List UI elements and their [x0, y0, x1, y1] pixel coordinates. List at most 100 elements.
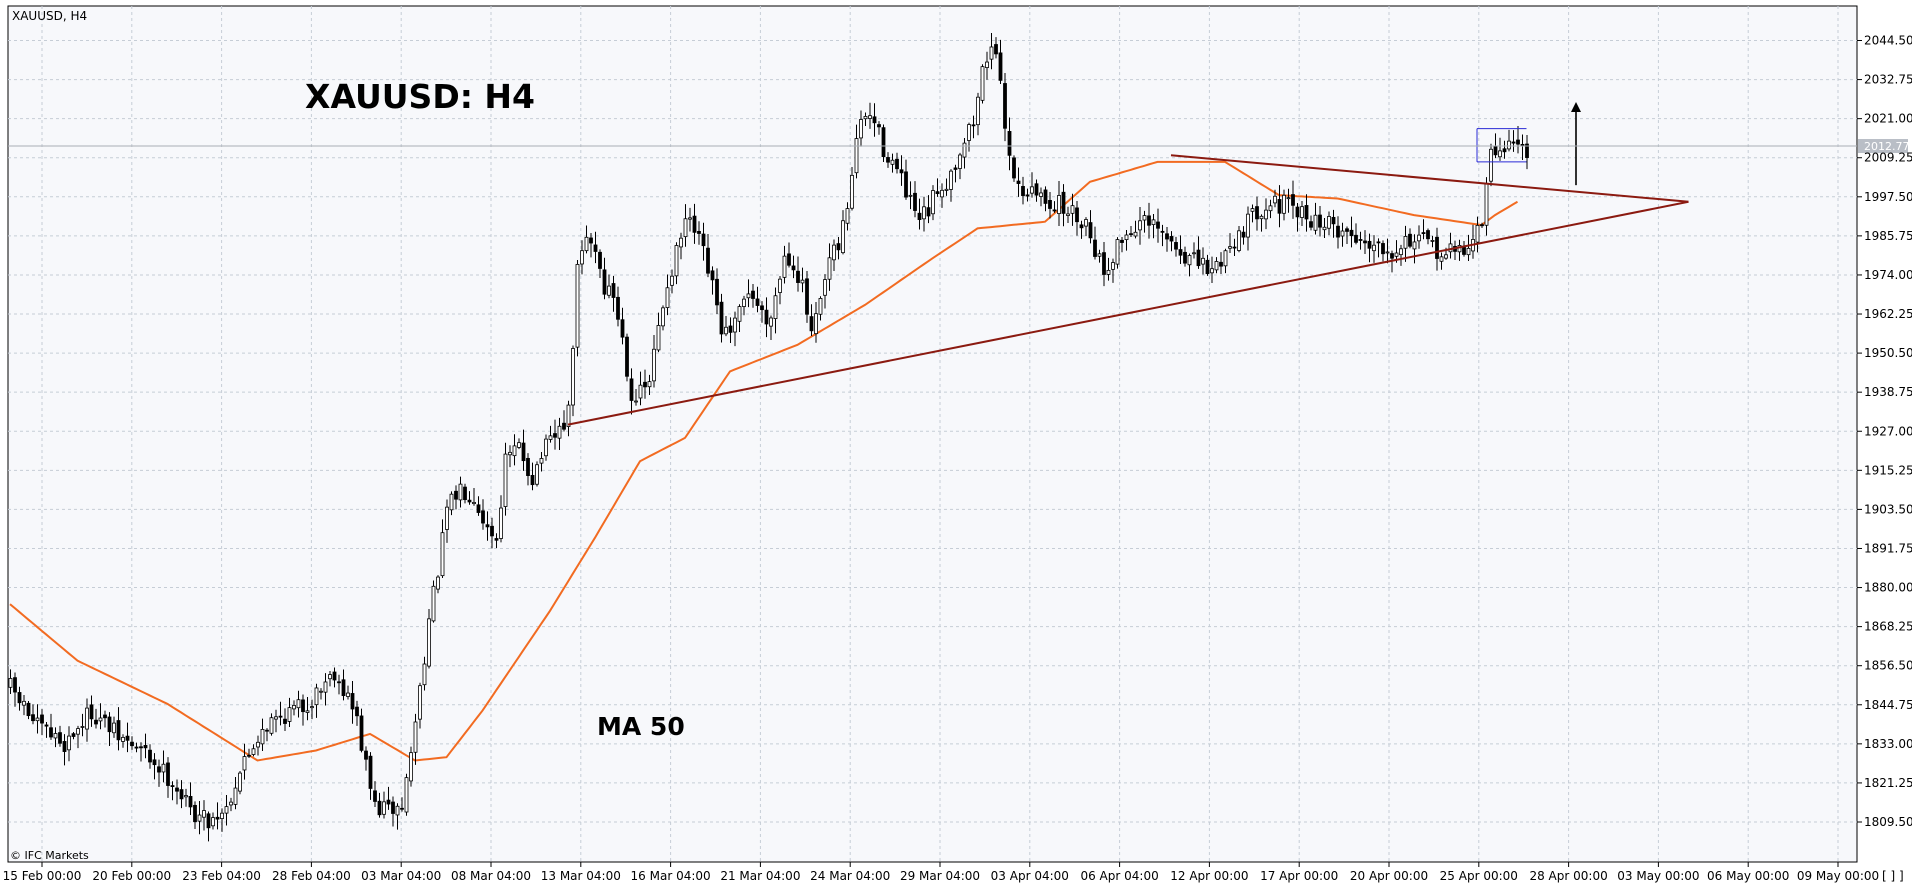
candle	[350, 680, 355, 724]
ma-label: MA 50	[597, 712, 685, 741]
candle	[440, 519, 445, 579]
candle-body	[593, 244, 598, 252]
candle-body	[683, 218, 688, 238]
candle-body	[503, 453, 508, 507]
candle-body	[953, 167, 958, 170]
candle-body	[359, 715, 364, 751]
candle	[386, 786, 391, 810]
candle-body	[328, 674, 332, 680]
candle-body	[854, 138, 859, 174]
candle-body	[1462, 246, 1466, 255]
candle-body	[166, 762, 170, 786]
candle	[206, 811, 211, 842]
candle-body	[935, 191, 940, 194]
x-tick-label: 06 Apr 04:00	[1080, 869, 1158, 883]
candle	[175, 779, 179, 805]
candle-body	[1102, 252, 1106, 275]
candle	[427, 608, 431, 669]
candle	[895, 152, 899, 174]
candle	[445, 499, 449, 543]
candle	[377, 792, 382, 818]
y-tick-label: 2009.25	[1864, 151, 1912, 165]
candle	[755, 286, 760, 313]
candle-body	[539, 458, 544, 464]
candle	[1043, 186, 1048, 212]
candle	[197, 801, 202, 835]
grid	[8, 6, 1857, 862]
candle-body	[301, 699, 305, 713]
candle-body	[1435, 236, 1439, 259]
candle-body	[1138, 220, 1142, 231]
candle	[1367, 233, 1372, 263]
candle-body	[877, 124, 881, 128]
candle-body	[1448, 243, 1453, 253]
candle	[1088, 210, 1093, 244]
candle-body	[22, 700, 26, 706]
candle	[188, 782, 193, 816]
x-tick-label: 29 Mar 04:00	[900, 869, 980, 883]
candle	[1070, 193, 1075, 226]
candle-body	[598, 251, 602, 269]
candle-body	[764, 309, 769, 325]
candle	[382, 791, 386, 819]
candle	[962, 138, 967, 169]
candle-body	[1205, 259, 1210, 275]
candle	[526, 453, 530, 486]
trendlines	[567, 154, 1689, 426]
trendline-support	[567, 200, 1689, 426]
y-tick-label: 1821.25	[1864, 776, 1912, 790]
candle-body	[607, 285, 611, 296]
candle-body	[1417, 234, 1421, 242]
candle	[1016, 167, 1021, 197]
candle	[634, 389, 638, 406]
candle-body	[157, 766, 161, 773]
candle-body	[305, 710, 310, 713]
candle-body	[233, 787, 238, 805]
candle	[1340, 222, 1345, 247]
candle	[1165, 227, 1169, 252]
candle	[1079, 220, 1084, 239]
candle	[400, 797, 404, 812]
candle-body	[710, 270, 715, 281]
candle	[562, 410, 566, 432]
x-tick-label: 28 Feb 04:00	[272, 869, 351, 883]
candle	[1102, 242, 1106, 287]
y-tick-label: 1891.75	[1864, 541, 1912, 555]
candle-body	[179, 789, 184, 800]
y-tick-label: 1856.50	[1864, 659, 1912, 673]
candle	[674, 242, 679, 285]
candle-body	[1228, 246, 1232, 249]
candle-body	[1178, 249, 1183, 256]
candle-body	[971, 124, 976, 127]
candle	[1156, 208, 1160, 243]
candle-body	[1097, 253, 1102, 257]
candle-body	[1516, 139, 1520, 145]
candle	[940, 183, 944, 208]
annotations: 2012.77	[8, 102, 1910, 186]
candle	[1214, 257, 1219, 274]
candle	[364, 746, 368, 771]
candle-body	[1381, 243, 1385, 255]
candle-body	[998, 52, 1003, 81]
candle	[314, 683, 319, 718]
candle	[706, 234, 710, 278]
candle	[1003, 72, 1007, 142]
candle-body	[818, 298, 823, 315]
candle-body	[1376, 241, 1381, 244]
candle	[76, 725, 80, 749]
candle	[998, 39, 1003, 85]
candle	[931, 185, 935, 221]
candle	[1205, 254, 1210, 276]
candle-body	[314, 687, 319, 706]
candle-body	[454, 490, 458, 500]
x-tick-label: 24 Mar 04:00	[810, 869, 890, 883]
candle-body	[1255, 206, 1259, 220]
candle-body	[1210, 268, 1214, 274]
candle-body	[1124, 234, 1129, 241]
candle	[1466, 234, 1471, 262]
candle	[967, 122, 971, 152]
candle-body	[1259, 215, 1264, 220]
candle-body	[278, 715, 283, 718]
candle-body	[1237, 230, 1241, 251]
candle	[341, 669, 346, 701]
